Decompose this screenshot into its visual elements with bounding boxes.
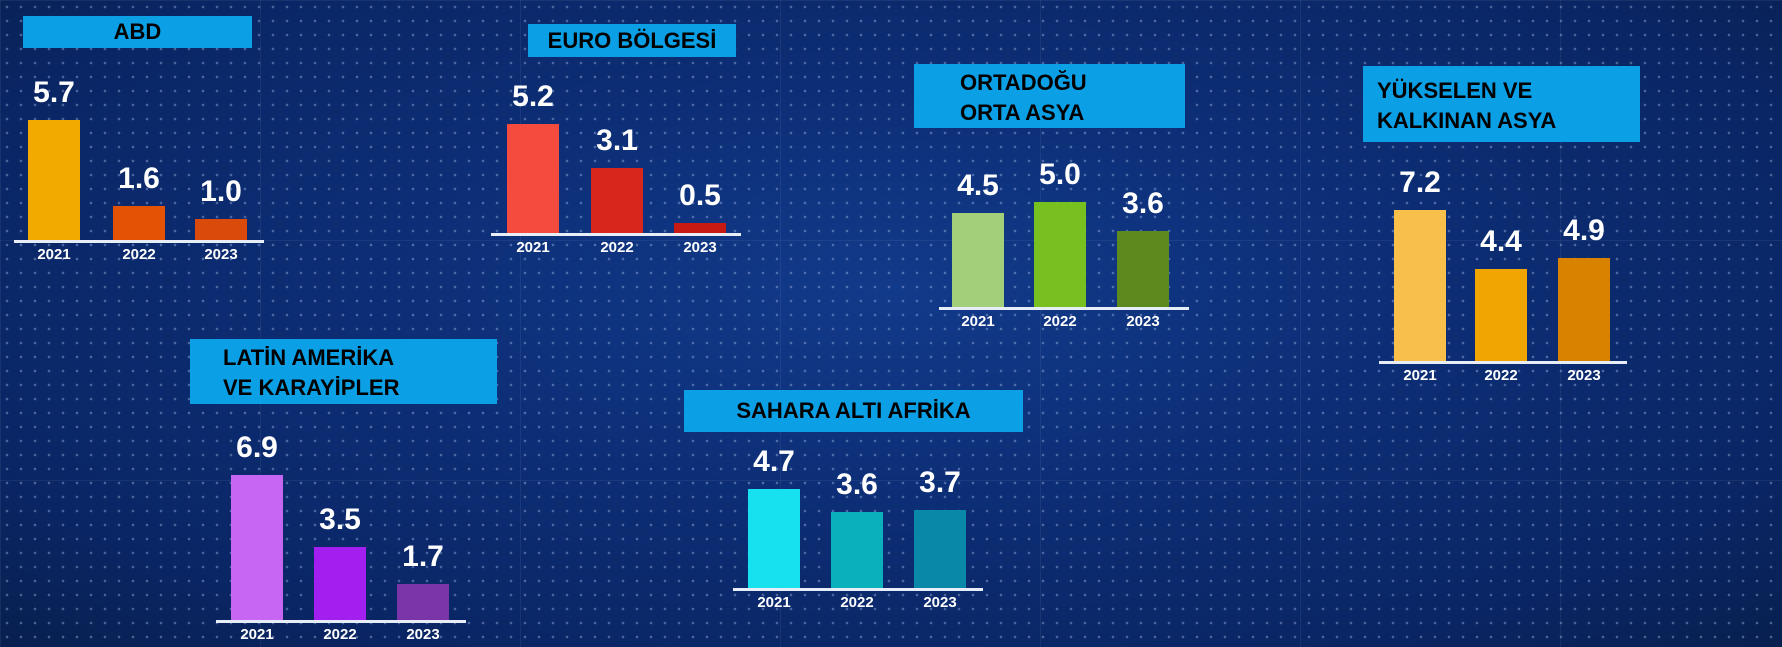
chart-title-line: KALKINAN ASYA xyxy=(1377,108,1557,133)
year-label: 2023 xyxy=(923,594,957,611)
chart-title-line: ORTADOĞU xyxy=(960,70,1087,95)
year-label: 2022 xyxy=(1484,367,1518,384)
bar-2023 xyxy=(674,222,726,233)
year-label: 2022 xyxy=(122,246,156,263)
chart-title: YÜKSELEN VE KALKINAN ASYA xyxy=(1363,66,1640,142)
chart-baseline xyxy=(14,240,264,243)
chart-title-line: ORTA ASYA xyxy=(960,100,1085,125)
value-label: 5.2 xyxy=(512,79,554,113)
year-label: 2023 xyxy=(683,239,717,256)
chart-title: LATİN AMERİKA VE KARAYİPLER xyxy=(190,339,497,404)
year-label: 2022 xyxy=(1043,313,1077,330)
bar-2023 xyxy=(195,219,247,240)
value-label: 1.7 xyxy=(402,540,444,574)
value-label: 4.9 xyxy=(1563,214,1605,248)
bar-2022 xyxy=(1475,268,1527,361)
value-label: 1.6 xyxy=(118,162,160,196)
bar-2021 xyxy=(1394,209,1446,361)
year-label: 2021 xyxy=(240,626,274,643)
chart-baseline xyxy=(733,588,983,591)
bar-2023 xyxy=(914,510,966,588)
year-label: 2023 xyxy=(204,246,238,263)
chart-title-line: YÜKSELEN VE xyxy=(1377,78,1533,103)
bar-2022 xyxy=(113,206,165,240)
bar-2022 xyxy=(831,512,883,588)
bar-2023 xyxy=(1117,231,1169,307)
value-label: 3.6 xyxy=(836,468,878,502)
value-label: 4.5 xyxy=(957,168,999,202)
value-label: 6.9 xyxy=(236,431,278,465)
value-label: 1.0 xyxy=(200,175,242,208)
value-label: 3.6 xyxy=(1122,187,1164,221)
bar-2021 xyxy=(231,475,283,620)
value-label: 5.7 xyxy=(33,76,75,110)
chart-title: ORTADOĞU ORTA ASYA xyxy=(914,64,1185,128)
chart-baseline xyxy=(1379,361,1627,364)
year-label: 2023 xyxy=(406,626,440,643)
chart-title-line: VE KARAYİPLER xyxy=(223,375,400,400)
chart-baseline xyxy=(216,620,466,623)
year-label: 2022 xyxy=(600,239,634,256)
year-label: 2021 xyxy=(1403,367,1437,384)
chart-baseline xyxy=(491,233,741,236)
bar-2021 xyxy=(748,489,800,588)
value-label: 3.7 xyxy=(919,466,961,500)
value-label: 4.4 xyxy=(1480,224,1522,258)
bar-2023 xyxy=(1558,258,1610,361)
value-label: 5.0 xyxy=(1039,158,1081,191)
value-label: 3.5 xyxy=(319,502,361,536)
value-label: 0.5 xyxy=(679,178,721,212)
value-label: 4.7 xyxy=(753,445,795,479)
year-label: 2021 xyxy=(37,246,71,263)
bar-2021 xyxy=(28,120,80,240)
chart-title: SAHARA ALTI AFRİKA xyxy=(684,390,1023,432)
chart-title-line: LATİN AMERİKA xyxy=(223,345,395,370)
year-label: 2021 xyxy=(516,239,550,256)
year-label: 2021 xyxy=(757,594,791,611)
chart-title: ABD xyxy=(23,16,252,48)
bar-2022 xyxy=(314,546,366,620)
year-label: 2023 xyxy=(1567,367,1601,384)
bar-2023 xyxy=(397,584,449,620)
bar-2021 xyxy=(507,123,559,233)
chart-title: EURO BÖLGESİ xyxy=(528,24,736,57)
year-label: 2021 xyxy=(961,313,995,330)
year-label: 2023 xyxy=(1126,313,1160,330)
chart-baseline xyxy=(939,307,1189,310)
year-label: 2022 xyxy=(323,626,357,643)
bar-2022 xyxy=(591,167,643,233)
value-label: 7.2 xyxy=(1399,165,1441,199)
bar-2022 xyxy=(1034,202,1086,307)
bar-2021 xyxy=(952,212,1004,307)
value-label: 3.1 xyxy=(596,123,638,157)
year-label: 2022 xyxy=(840,594,874,611)
